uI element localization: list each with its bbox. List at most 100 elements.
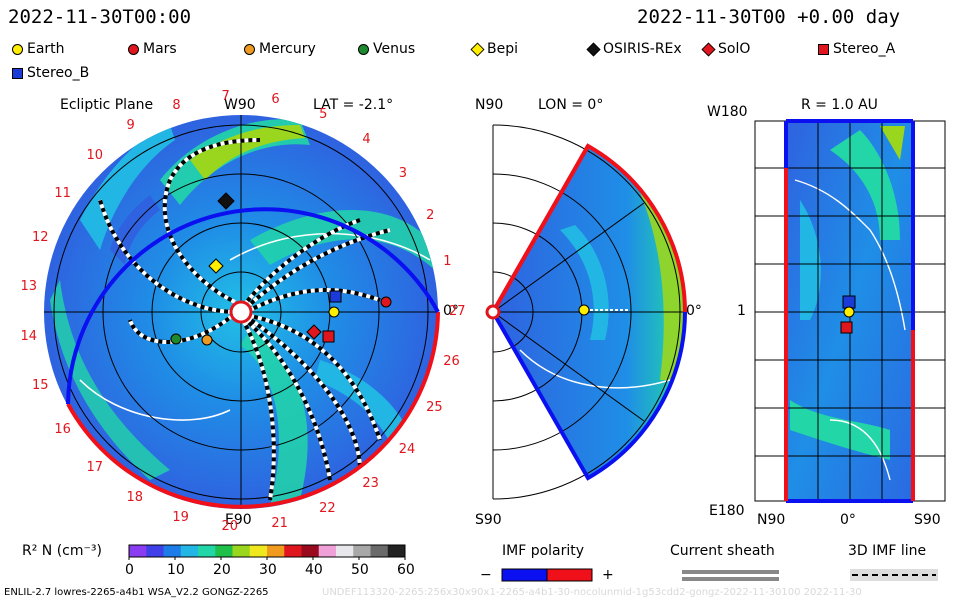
rotation-label: 22: [319, 501, 336, 517]
legend-item-bepi: Bepi: [470, 40, 518, 58]
colorbar-segment: [163, 545, 182, 557]
colorbar: [128, 544, 406, 560]
colorbar-segment: [180, 545, 199, 557]
legend-label: Bepi: [487, 41, 518, 57]
legend-label: Stereo_B: [27, 65, 90, 81]
footer-run-info: ENLIL-2.7 lowres-2265-a4b1 WSA_V2.2 GONG…: [4, 587, 269, 598]
colorbar-segment: [387, 545, 406, 557]
current-sheath-title: Current sheath: [670, 543, 775, 559]
osiris-rex-marker: [217, 192, 235, 210]
rotation-label: 16: [54, 422, 71, 438]
colorbar-tick-label: 30: [259, 562, 277, 578]
footer-run-id: UNDEF113320-2265:256x30x90x1-2265-a4b1-3…: [322, 587, 862, 598]
colorbar-tick-label: 10: [167, 562, 185, 578]
map-top-left: W180: [707, 104, 748, 120]
colorbar-tick-label: 0: [125, 562, 134, 578]
map-x-right: S90: [914, 512, 941, 528]
legend-item-mars: Mars: [128, 40, 177, 58]
legend-item-stereo-b: Stereo_B: [12, 64, 89, 82]
colorbar-segment: [284, 545, 302, 557]
rotation-label: 19: [172, 509, 189, 525]
colorbar-segment: [232, 545, 251, 557]
ecliptic-lat: LAT = -2.1°: [313, 97, 394, 113]
legend-label: OSIRIS-REx: [603, 41, 682, 57]
colorbar-tick-label: 20: [213, 562, 231, 578]
colorbar-segment: [267, 545, 285, 557]
venus-marker: [170, 333, 182, 345]
rotation-label: 9: [126, 117, 135, 133]
rim-positive: [66, 311, 440, 509]
earth-meridional-marker: [578, 304, 590, 316]
rotation-label: 3: [398, 165, 407, 181]
map-radius: R = 1.0 AU: [801, 97, 878, 113]
stereo-b-map-marker: [842, 295, 856, 309]
mercury-marker: [201, 334, 213, 346]
solo-marker: [306, 324, 322, 340]
colorbar-segment: [353, 545, 371, 557]
rotation-label: 26: [443, 353, 460, 369]
bepi-marker: [208, 258, 224, 274]
imf-plus: +: [602, 567, 614, 583]
rotation-label: 14: [20, 328, 37, 344]
colorbar-tick-label: 40: [305, 562, 323, 578]
rotation-label: 23: [362, 476, 379, 492]
legend-item-solo: SolO: [701, 40, 751, 58]
circle-icon: [244, 43, 255, 55]
legend-label: SolO: [718, 41, 751, 57]
legend-label: Venus: [373, 41, 416, 57]
rotation-label: 24: [398, 442, 416, 458]
rotation-label: 27: [449, 304, 466, 319]
ecliptic-panel: [44, 115, 440, 509]
colorbar-tick-label: 50: [351, 562, 369, 578]
meridional-right-label: 0°: [686, 303, 702, 319]
rotation-label: 4: [362, 131, 371, 147]
map-panel: [754, 119, 946, 503]
map-bottom-left: E180: [709, 503, 745, 519]
timestamp-left: 2022-11-30T00:00: [8, 6, 192, 28]
rotation-label: 17: [86, 460, 103, 476]
legend-label: Earth: [27, 41, 65, 57]
imf-minus: −: [480, 567, 492, 583]
colorbar-segment: [198, 545, 216, 557]
rotation-label: 11: [54, 185, 71, 201]
meridional-bottom-label: S90: [475, 512, 502, 528]
rotation-label: 15: [31, 377, 49, 393]
meridional-panel: [485, 124, 687, 500]
stereo-a-marker: [322, 330, 335, 343]
rotation-label: 20: [221, 518, 239, 534]
imf-polarity-bar: [501, 568, 593, 582]
earth-marker: [328, 306, 340, 318]
rotation-label: 10: [86, 147, 103, 163]
rotation-label: 5: [319, 106, 328, 122]
rotation-label: 6: [271, 92, 280, 108]
colorbar-segment: [370, 545, 389, 557]
map-left-mid: 1: [737, 303, 746, 319]
sun-icon: [229, 300, 253, 324]
colorbar-segment: [249, 545, 268, 557]
colorbar-segment: [129, 545, 147, 557]
rotation-label: 18: [126, 490, 144, 506]
legend-label: Mars: [143, 41, 177, 57]
map-x-left: N90: [757, 512, 786, 528]
legend-item-stereo-a: Stereo_A: [818, 40, 895, 58]
legend-item-osiris-rex: OSIRIS-REx: [586, 40, 682, 58]
colorbar-segment: [336, 545, 354, 557]
square-icon: [818, 43, 829, 55]
sun-meridional-icon: [485, 304, 501, 320]
meridional-lon: LON = 0°: [538, 97, 604, 113]
rotation-label: 25: [426, 400, 443, 416]
circle-icon: [128, 43, 139, 55]
imf-3d-swatch: [850, 569, 938, 581]
rotation-label: 13: [20, 279, 37, 295]
legend-item-venus: Venus: [358, 40, 415, 58]
imf-polarity-title: IMF polarity: [502, 543, 585, 559]
rotation-label: 8: [172, 98, 181, 114]
map-x-mid: 0°: [840, 512, 856, 528]
circle-icon: [358, 43, 369, 55]
ecliptic-bottom-label: E90: [225, 512, 252, 528]
rotation-label: 12: [31, 230, 49, 246]
colorbar-label: R² N (cm⁻³): [22, 543, 102, 559]
ecliptic-right-label: 0°: [443, 303, 459, 319]
colorbar-segment: [215, 545, 233, 557]
